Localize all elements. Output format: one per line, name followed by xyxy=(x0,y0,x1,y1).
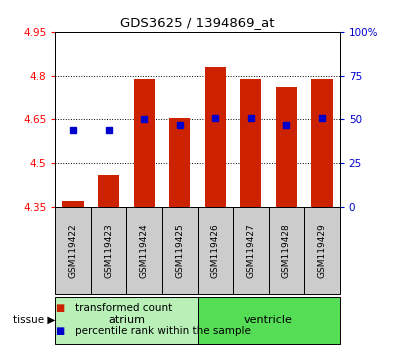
Text: ■: ■ xyxy=(55,326,64,336)
Bar xyxy=(240,79,261,207)
Text: ■: ■ xyxy=(55,303,64,313)
Title: GDS3625 / 1394869_at: GDS3625 / 1394869_at xyxy=(120,16,275,29)
Bar xyxy=(126,207,162,295)
Text: transformed count: transformed count xyxy=(75,303,172,313)
Bar xyxy=(169,118,190,207)
Bar xyxy=(134,79,155,207)
Bar xyxy=(55,207,91,295)
Text: tissue ▶: tissue ▶ xyxy=(13,315,55,325)
Text: GSM119425: GSM119425 xyxy=(175,223,184,278)
Bar xyxy=(233,207,269,295)
Bar xyxy=(198,297,340,344)
Text: GSM119424: GSM119424 xyxy=(140,223,149,278)
Text: GSM119423: GSM119423 xyxy=(104,223,113,278)
Text: GSM119422: GSM119422 xyxy=(69,223,77,278)
Text: GSM119428: GSM119428 xyxy=(282,223,291,278)
Text: ventricle: ventricle xyxy=(244,315,293,325)
Bar xyxy=(269,207,304,295)
Text: GSM119426: GSM119426 xyxy=(211,223,220,278)
Bar xyxy=(198,207,233,295)
Bar xyxy=(276,87,297,207)
Text: GSM119429: GSM119429 xyxy=(318,223,326,278)
Bar xyxy=(91,207,126,295)
Bar xyxy=(162,207,198,295)
Text: atrium: atrium xyxy=(108,315,145,325)
Bar xyxy=(62,201,84,207)
Text: GSM119427: GSM119427 xyxy=(246,223,255,278)
Bar xyxy=(311,79,333,207)
Bar xyxy=(304,207,340,295)
Bar xyxy=(55,297,198,344)
Text: percentile rank within the sample: percentile rank within the sample xyxy=(75,326,251,336)
Bar xyxy=(205,67,226,207)
Bar xyxy=(98,175,119,207)
